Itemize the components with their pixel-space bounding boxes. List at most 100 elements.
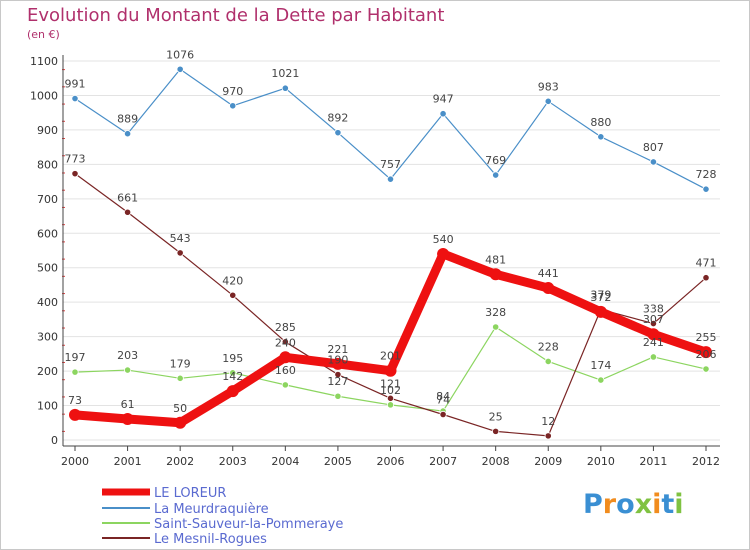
data-label: 121 [380, 377, 401, 390]
data-label: 201 [380, 350, 401, 363]
data-label: 889 [117, 113, 138, 126]
logo-letter: o [616, 489, 635, 520]
data-label: 179 [170, 357, 191, 370]
y-tick-label: 200 [37, 365, 58, 378]
series-point-0 [69, 408, 81, 421]
data-label: 285 [275, 321, 296, 334]
series-point-3 [176, 249, 184, 257]
logo-letter: r [602, 489, 617, 520]
series-point-1 [492, 171, 500, 179]
data-label: 25 [489, 410, 503, 423]
series-point-3 [386, 394, 395, 402]
series-point-1 [123, 130, 132, 138]
series-point-2 [71, 368, 79, 376]
axes [62, 55, 720, 451]
series-point-1 [439, 110, 447, 118]
data-labels: 73 61 50 142 240 221 201 540 481 441 372 307 255 991 8… [65, 48, 717, 428]
legend-label: Le Mesnil-Rogues [154, 532, 267, 547]
x-tick-label: 2000 [61, 455, 89, 468]
series-point-1 [334, 129, 342, 137]
data-label: 991 [65, 78, 86, 91]
data-label: 481 [485, 253, 506, 266]
y-tick-label: 1100 [30, 55, 58, 68]
series-point-2 [334, 392, 342, 400]
data-label: 379 [590, 288, 611, 301]
data-label: 471 [696, 257, 717, 270]
series-point-0 [700, 346, 712, 359]
series-point-3 [702, 274, 710, 282]
series-point-2 [492, 323, 500, 331]
chart-subtitle: (en €) [27, 28, 60, 41]
data-label: 807 [643, 141, 664, 154]
data-label: 307 [643, 313, 664, 326]
data-label: 61 [121, 398, 135, 411]
series-point-0 [121, 412, 134, 425]
series-point-2 [281, 381, 289, 389]
series-point-0 [384, 364, 397, 377]
chart-title: Evolution du Montant de la Dette par Hab… [27, 5, 445, 26]
data-label: 372 [590, 291, 611, 304]
data-label: 197 [65, 351, 86, 364]
series-point-0 [331, 357, 344, 370]
series-point-0 [489, 268, 502, 281]
legend-label: La Meurdraquière [154, 502, 269, 517]
x-tick-label: 2011 [639, 455, 667, 468]
series-point-2 [229, 369, 237, 377]
x-tick-label: 2005 [324, 455, 352, 468]
series-point-1 [71, 94, 79, 103]
series-point-0 [279, 351, 292, 364]
y-tick-label: 0 [51, 434, 58, 447]
logo-letter: t [661, 489, 675, 520]
x-tick-label: 2004 [271, 455, 299, 468]
data-label: 74 [436, 394, 450, 407]
x-tick-label: 2003 [219, 455, 247, 468]
data-label: 661 [117, 191, 138, 204]
data-label: 195 [222, 352, 243, 365]
series-point-1 [544, 97, 552, 105]
data-label: 769 [485, 154, 506, 167]
data-label: 880 [590, 116, 611, 129]
x-tick-label: 2008 [482, 455, 510, 468]
y-tick-label: 400 [37, 296, 58, 309]
data-label: 328 [485, 306, 506, 319]
y-tick-label: 1000 [30, 89, 58, 102]
y-tick-label: 100 [37, 400, 58, 413]
logo-letter: i [652, 489, 662, 520]
x-tick-label: 2002 [166, 455, 194, 468]
series-point-3 [281, 338, 289, 346]
data-label: 102 [380, 384, 401, 397]
legend-label: LE LOREUR [154, 486, 226, 501]
x-tick-label: 2007 [429, 455, 457, 468]
y-tick-label: 600 [37, 227, 58, 240]
data-label: 1021 [271, 67, 299, 80]
data-label: 420 [222, 274, 243, 287]
y-tick-label: 300 [37, 331, 58, 344]
series-point-1 [649, 158, 658, 166]
data-label: 970 [222, 85, 243, 98]
series-layer [69, 65, 712, 440]
series-point-1 [176, 65, 184, 73]
series-point-0 [594, 305, 607, 318]
tick-labels: 0 100 200 300 400 500 600 700 800 900 1000 1100 2000… [30, 55, 720, 468]
series-point-3 [123, 208, 132, 216]
y-tick-label: 700 [37, 193, 58, 206]
data-label: 241 [643, 336, 664, 349]
series-point-3 [229, 291, 237, 299]
series-point-0 [226, 385, 239, 398]
data-label: 221 [327, 343, 348, 356]
series-point-2 [597, 376, 605, 384]
data-label: 206 [696, 348, 717, 361]
data-label: 543 [170, 232, 191, 245]
data-label: 947 [433, 93, 454, 106]
series-point-2 [386, 401, 395, 409]
data-label: 190 [327, 354, 348, 367]
series-point-2 [702, 365, 710, 373]
data-label: 1076 [166, 48, 194, 61]
data-label: 540 [433, 233, 454, 246]
series-point-1 [281, 84, 289, 92]
series-point-3 [334, 370, 342, 379]
data-label: 757 [380, 158, 401, 171]
